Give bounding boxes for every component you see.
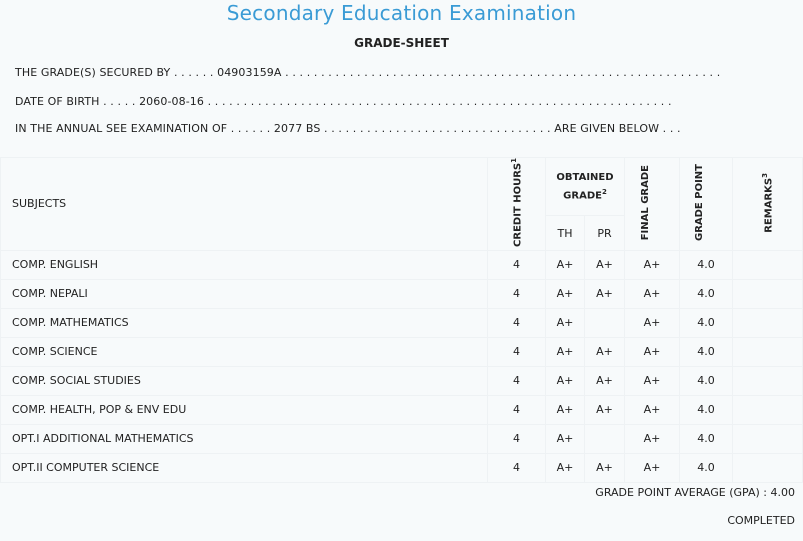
gpa-summary: GRADE POINT AVERAGE (GPA) : 4.00 [595,486,795,499]
remarks-cell [732,307,803,338]
credit-hours-cell: 4 [487,365,546,396]
subjects-column-header: SUBJECTS [0,157,488,251]
credit-hours-cell: 4 [487,452,546,483]
credit-hours-cell: 4 [487,307,546,338]
th-grade-cell: A+ [545,394,585,425]
subject-cell: COMP. HEALTH, POP & ENV EDU [0,394,488,425]
remarks-cell [732,394,803,425]
table-row: COMP. SCIENCE 4 A+ A+ A+ 4.0 [0,336,803,367]
final-grade-cell: A+ [624,423,680,454]
credit-footnote-marker: 1 [510,158,519,163]
remarks-cell [732,423,803,454]
grades-table: SUBJECTS CREDIT HOURS1 OBTAINED GRADE2 F… [0,156,803,483]
final-grade-cell: A+ [624,452,680,483]
grade-point-cell: 4.0 [679,365,733,396]
obtained-footnote-marker: 2 [601,188,607,197]
grade-point-cell: 4.0 [679,394,733,425]
remarks-footnote-marker: 3 [761,172,770,178]
table-row: OPT.II COMPUTER SCIENCE 4 A+ A+ A+ 4.0 [0,452,803,483]
final-grade-cell: A+ [624,336,680,367]
final-grade-column-header: FINAL GRADE [624,157,680,251]
th-grade-cell: A+ [545,336,585,367]
date-of-birth-line: DATE OF BIRTH . . . . . 2060-08-16 . . .… [15,95,672,108]
grade-point-cell: 4.0 [679,336,733,367]
table-row: COMP. MATHEMATICS 4 A+ A+ 4.0 [0,307,803,338]
obtained-grade-column-header: OBTAINED GRADE2 [545,156,625,217]
credit-hours-cell: 4 [487,278,546,309]
remarks-cell [732,452,803,483]
remarks-cell [732,278,803,309]
pr-grade-cell [584,307,625,338]
credit-hours-column-header: CREDIT HOURS1 [487,157,546,251]
pr-grade-cell: A+ [584,249,625,280]
completion-status: COMPLETED [727,514,795,527]
grade-point-cell: 4.0 [679,423,733,454]
pr-grade-cell: A+ [584,336,625,367]
remarks-column-header: REMARKS3 [732,157,803,251]
table-row: COMP. SOCIAL STUDIES 4 A+ A+ A+ 4.0 [0,365,803,396]
pr-grade-cell: A+ [584,278,625,309]
final-grade-cell: A+ [624,365,680,396]
subject-cell: COMP. ENGLISH [0,249,488,280]
grade-secured-by-line: THE GRADE(S) SECURED BY . . . . . . 0490… [15,66,721,79]
credit-hours-cell: 4 [487,336,546,367]
credit-hours-cell: 4 [487,423,546,454]
credit-hours-cell: 4 [487,249,546,280]
subject-cell: OPT.I ADDITIONAL MATHEMATICS [0,423,488,454]
grade-rows: COMP. ENGLISH 4 A+ A+ A+ 4.0 COMP. NEPALI 4 A+ A+… [0,249,803,483]
grade-point-cell: 4.0 [679,307,733,338]
table-row: OPT.I ADDITIONAL MATHEMATICS 4 A+ A+ 4.0 [0,423,803,454]
pr-grade-cell: A+ [584,452,625,483]
th-grade-cell: A+ [545,278,585,309]
grade-point-cell: 4.0 [679,452,733,483]
grade-sheet-heading: GRADE-SHEET [354,36,449,50]
final-grade-cell: A+ [624,278,680,309]
remarks-cell [732,365,803,396]
pr-subheader: PR [584,215,625,251]
table-row: COMP. HEALTH, POP & ENV EDU 4 A+ A+ A+ 4.0 [0,394,803,425]
subject-cell: COMP. MATHEMATICS [0,307,488,338]
table-row: COMP. ENGLISH 4 A+ A+ A+ 4.0 [0,249,803,280]
final-grade-label: FINAL GRADE [640,164,651,241]
examination-line: IN THE ANNUAL SEE EXAMINATION OF . . . .… [15,122,681,135]
credit-hours-cell: 4 [487,394,546,425]
table-row: COMP. NEPALI 4 A+ A+ A+ 4.0 [0,278,803,309]
credit-hours-label: CREDIT HOURS [512,162,524,247]
grade-point-column-header: GRADE POINT [679,157,733,251]
th-grade-cell: A+ [545,307,585,338]
th-grade-cell: A+ [545,249,585,280]
final-grade-cell: A+ [624,394,680,425]
obtained-grade-label: OBTAINED GRADE [556,172,614,202]
grade-point-cell: 4.0 [679,278,733,309]
final-grade-cell: A+ [624,307,680,338]
grade-point-cell: 4.0 [679,249,733,280]
pr-grade-cell: A+ [584,365,625,396]
pr-grade-cell [584,423,625,454]
subject-cell: COMP. SCIENCE [0,336,488,367]
remarks-cell [732,249,803,280]
grade-point-label: GRADE POINT [694,163,705,241]
remarks-cell [732,336,803,367]
th-grade-cell: A+ [545,423,585,454]
page-title: Secondary Education Examination [226,1,577,25]
subject-cell: OPT.II COMPUTER SCIENCE [0,452,488,483]
subject-cell: COMP. SOCIAL STUDIES [0,365,488,396]
subjects-header-label: SUBJECTS [12,197,67,211]
subject-cell: COMP. NEPALI [0,278,488,309]
pr-grade-cell: A+ [584,394,625,425]
remarks-label: REMARKS [763,177,775,233]
final-grade-cell: A+ [624,249,680,280]
th-grade-cell: A+ [545,365,585,396]
th-grade-cell: A+ [545,452,585,483]
th-subheader: TH [545,215,585,251]
